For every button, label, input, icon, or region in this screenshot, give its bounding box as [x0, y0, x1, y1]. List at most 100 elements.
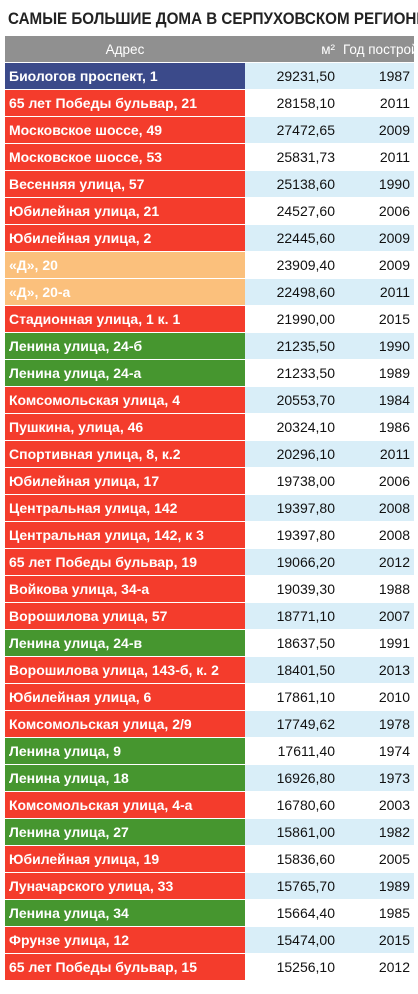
area-cell: 27472,65	[245, 116, 339, 144]
year-cell: 1974	[339, 737, 414, 765]
houses-table: Адрес м² Год постройки Биологов проспект…	[5, 36, 418, 981]
address-cell: Комсомольская улица, 4	[5, 386, 245, 414]
table-row: Ленина улица, 9 17611,40 1974	[5, 737, 414, 765]
table-row: 65 лет Победы бульвар, 19 19066,20 2012	[5, 548, 414, 576]
area-cell: 16780,60	[245, 791, 339, 819]
area-cell: 29231,50	[245, 62, 339, 90]
table-row: Войкова улица, 34-а 19039,30 1988	[5, 575, 414, 603]
table-row: Стадионная улица, 1 к. 1 21990,00 2015	[5, 305, 414, 333]
area-cell: 25831,73	[245, 143, 339, 171]
table-row: Весенняя улица, 57 25138,60 1990	[5, 170, 414, 198]
table-row: Фрунзе улица, 12 15474,00 2015	[5, 926, 414, 954]
address-cell: Ворошилова улица, 57	[5, 602, 245, 630]
address-cell: Ленина улица, 18	[5, 764, 245, 792]
year-cell: 1973	[339, 764, 414, 792]
area-cell: 19066,20	[245, 548, 339, 576]
table-row: Комсомольская улица, 2/9 17749,62 1978	[5, 710, 414, 738]
table-row: Центральная улица, 142, к 3 19397,80 2008	[5, 521, 414, 549]
table-header: Адрес м² Год постройки	[5, 36, 418, 63]
area-cell: 15664,40	[245, 899, 339, 927]
year-cell: 2015	[339, 926, 414, 954]
table-row: Пушкина, улица, 46 20324,10 1986	[5, 413, 414, 441]
year-cell: 1987	[339, 62, 414, 90]
area-cell: 22498,60	[245, 278, 339, 306]
table-row: Юбилейная улица, 6 17861,10 2010	[5, 683, 414, 711]
table-row: Ленина улица, 18 16926,80 1973	[5, 764, 414, 792]
table-row: Спортивная улица, 8, к.2 20296,10 2011	[5, 440, 414, 468]
table-row: Юбилейная улица, 2 22445,60 2009	[5, 224, 414, 252]
table-row: Ворошилова улица, 143-б, к. 2 18401,50 201…	[5, 656, 414, 684]
area-cell: 25138,60	[245, 170, 339, 198]
area-cell: 19039,30	[245, 575, 339, 603]
address-cell: Юбилейная улица, 6	[5, 683, 245, 711]
area-cell: 15256,10	[245, 953, 339, 981]
year-cell: 2012	[339, 953, 414, 981]
area-cell: 23909,40	[245, 251, 339, 279]
area-cell: 18401,50	[245, 656, 339, 684]
year-cell: 1990	[339, 170, 414, 198]
year-cell: 1989	[339, 872, 414, 900]
year-cell: 1985	[339, 899, 414, 927]
area-cell: 16926,80	[245, 764, 339, 792]
address-cell: 65 лет Победы бульвар, 21	[5, 89, 245, 117]
address-cell: Ворошилова улица, 143-б, к. 2	[5, 656, 245, 684]
table-row: Ленина улица, 24-а 21233,50 1989	[5, 359, 414, 387]
year-cell: 2011	[339, 143, 414, 171]
table-row: Луначарского улица, 33 15765,70 1989	[5, 872, 414, 900]
area-cell: 22445,60	[245, 224, 339, 252]
table-row: Комсомольская улица, 4 20553,70 1984	[5, 386, 414, 414]
year-cell: 2008	[339, 494, 414, 522]
address-cell: Ленина улица, 9	[5, 737, 245, 765]
year-cell: 1991	[339, 629, 414, 657]
address-cell: Спортивная улица, 8, к.2	[5, 440, 245, 468]
address-cell: Центральная улица, 142	[5, 494, 245, 522]
area-cell: 19397,80	[245, 521, 339, 549]
address-cell: Юбилейная улица, 17	[5, 467, 245, 495]
area-cell: 19738,00	[245, 467, 339, 495]
column-header-address: Адрес	[5, 36, 245, 63]
table-row: Московское шоссе, 49 27472,65 2009	[5, 116, 414, 144]
area-cell: 21233,50	[245, 359, 339, 387]
area-cell: 19397,80	[245, 494, 339, 522]
table-row: Комсомольская улица, 4-а 16780,60 2003	[5, 791, 414, 819]
table-row: «Д», 20-а 22498,60 2011	[5, 278, 414, 306]
address-cell: Весенняя улица, 57	[5, 170, 245, 198]
area-cell: 21235,50	[245, 332, 339, 360]
table-row: Юбилейная улица, 19 15836,60 2005	[5, 845, 414, 873]
area-cell: 20296,10	[245, 440, 339, 468]
address-cell: Ленина улица, 34	[5, 899, 245, 927]
year-cell: 2009	[339, 116, 414, 144]
address-cell: «Д», 20-а	[5, 278, 245, 306]
year-cell: 1988	[339, 575, 414, 603]
year-cell: 2003	[339, 791, 414, 819]
table-row: Биологов проспект, 1 29231,50 1987	[5, 62, 414, 90]
year-cell: 1990	[339, 332, 414, 360]
year-cell: 1984	[339, 386, 414, 414]
column-header-year: Год постройки	[339, 36, 418, 63]
address-cell: Стадионная улица, 1 к. 1	[5, 305, 245, 333]
year-cell: 2011	[339, 440, 414, 468]
table-row: Юбилейная улица, 17 19738,00 2006	[5, 467, 414, 495]
address-cell: Московское шоссе, 53	[5, 143, 245, 171]
address-cell: Фрунзе улица, 12	[5, 926, 245, 954]
area-cell: 20324,10	[245, 413, 339, 441]
area-cell: 15836,60	[245, 845, 339, 873]
address-cell: Центральная улица, 142, к 3	[5, 521, 245, 549]
area-cell: 18637,50	[245, 629, 339, 657]
year-cell: 2008	[339, 521, 414, 549]
year-cell: 2009	[339, 224, 414, 252]
year-cell: 2013	[339, 656, 414, 684]
year-cell: 2005	[339, 845, 414, 873]
area-cell: 28158,10	[245, 89, 339, 117]
area-cell: 15861,00	[245, 818, 339, 846]
table-row: 65 лет Победы бульвар, 15 15256,10 2012	[5, 953, 414, 981]
address-cell: 65 лет Победы бульвар, 15	[5, 953, 245, 981]
year-cell: 1986	[339, 413, 414, 441]
address-cell: Ленина улица, 27	[5, 818, 245, 846]
address-cell: Юбилейная улица, 21	[5, 197, 245, 225]
table-row: Центральная улица, 142 19397,80 2008	[5, 494, 414, 522]
address-cell: Ленина улица, 24-б	[5, 332, 245, 360]
area-cell: 18771,10	[245, 602, 339, 630]
address-cell: Юбилейная улица, 2	[5, 224, 245, 252]
year-cell: 1978	[339, 710, 414, 738]
